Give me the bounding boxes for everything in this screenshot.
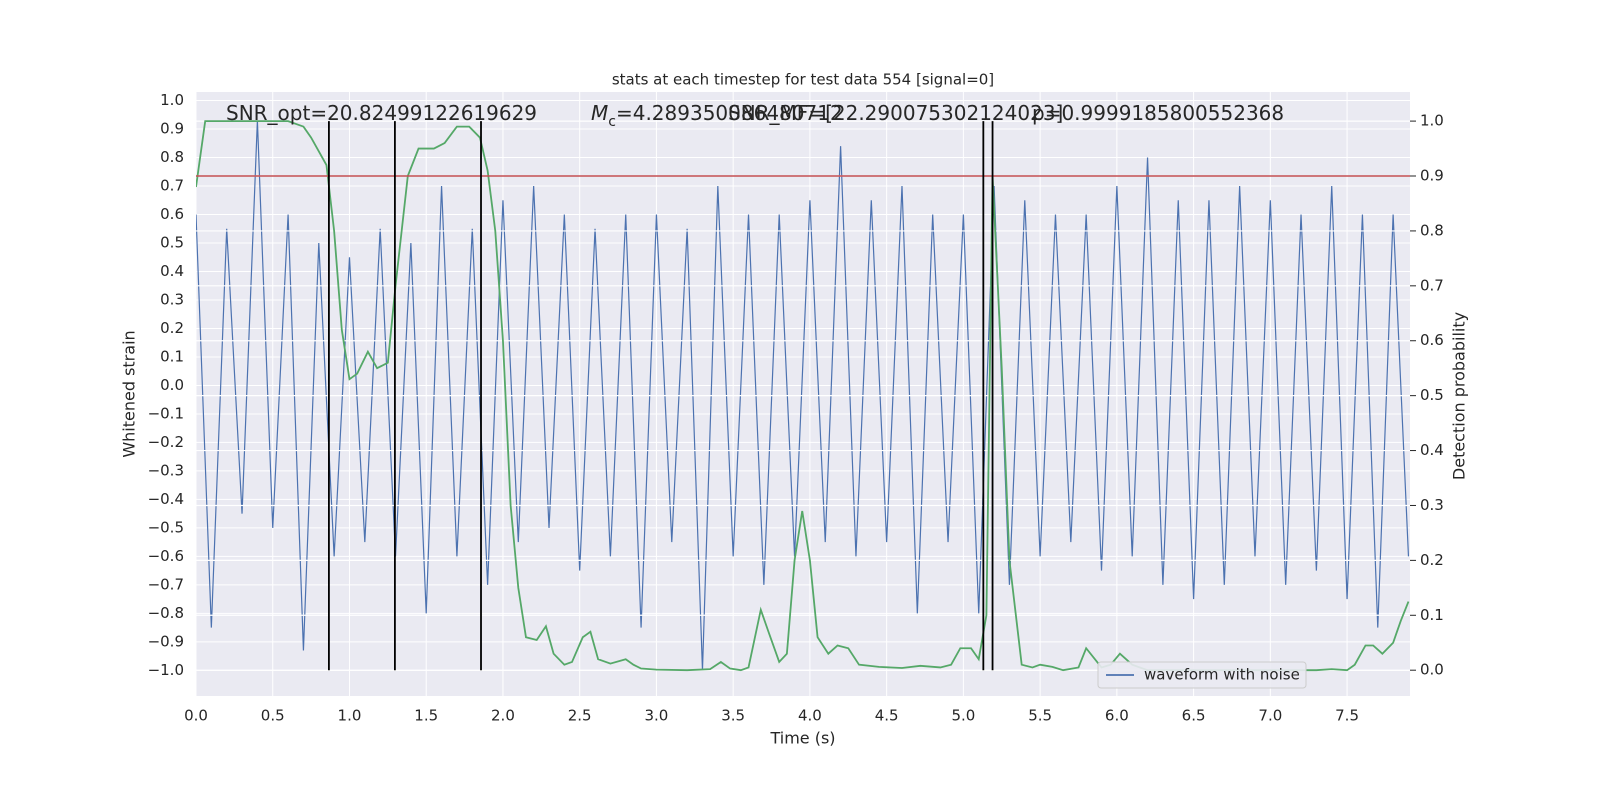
- x-tick-label: 2.0: [491, 707, 515, 725]
- labels: 0.0 0.5 1.0 1.5 2.0 2.5 3.0 3.5 4.0 4.5 5.0 5.5 6.0 6…: [148, 91, 1444, 724]
- y-tick-label: −0.8: [148, 604, 184, 622]
- y-tick-label: −0.2: [148, 433, 184, 451]
- y-tick-label: −0.5: [148, 518, 184, 536]
- y-tick-label: −0.3: [148, 461, 184, 479]
- y2-tick-label: 0.7: [1420, 276, 1444, 294]
- x-tick-label: 1.5: [414, 707, 438, 725]
- x-tick-label: 4.5: [875, 707, 899, 725]
- y-tick-label: 0.7: [160, 177, 184, 195]
- annotation-part: p=0.9999185800552368: [1032, 101, 1284, 125]
- y-tick-label: 0.9: [160, 120, 184, 138]
- annotation: SNR_MF=[22.290075302124023]: [728, 101, 1063, 125]
- y-tick-label: 0.3: [160, 290, 184, 308]
- y-tick-label: 0.5: [160, 234, 184, 252]
- y2-tick-label: 0.2: [1420, 551, 1444, 569]
- x-tick-label: 4.0: [798, 707, 822, 725]
- x-tick-label: 0.0: [184, 707, 208, 725]
- y-tick-label: 0.0: [160, 376, 184, 394]
- y-tick-label: −0.4: [148, 490, 184, 508]
- chart-title: stats at each timestep for test data 554…: [612, 71, 994, 89]
- y2-tick-label: 0.1: [1420, 606, 1444, 624]
- y-tick-label: 0.6: [160, 205, 184, 223]
- x-tick-label: 3.5: [721, 707, 745, 725]
- y-tick-label: 0.2: [160, 319, 184, 337]
- y-tick-label: 0.4: [160, 262, 184, 280]
- legend-box: [1097, 661, 1307, 689]
- annotation-part: c: [608, 114, 616, 130]
- y-tick-label: 1.0: [160, 91, 184, 109]
- y2-tick-label: 0.6: [1420, 331, 1444, 349]
- y-tick-label: −0.6: [148, 547, 184, 565]
- y2-tick-label: 1.0: [1420, 112, 1444, 130]
- x-tick-label: 6.0: [1105, 707, 1129, 725]
- x-tick-label: 5.5: [1028, 707, 1052, 725]
- y-tick-label: 0.1: [160, 347, 184, 365]
- x-tick-label: 3.0: [645, 707, 669, 725]
- annotation: SNR_opt=20.82499122619629: [226, 101, 537, 125]
- overlay: [196, 120, 1410, 672]
- annotation-part: SNR_MF=[22.290075302124023]: [728, 101, 1063, 125]
- y-tick-label: −0.9: [148, 632, 184, 650]
- x-tick-label: 7.0: [1258, 707, 1282, 725]
- y2-tick-label: 0.5: [1420, 386, 1444, 404]
- x-axis-label: Time (s): [769, 729, 835, 748]
- annotation-part: M: [591, 101, 608, 125]
- y2-tick-label: 0.3: [1420, 496, 1444, 514]
- x-tick-label: 2.5: [568, 707, 592, 725]
- y2-axis-label: Detection probability: [1450, 312, 1469, 480]
- legend-label: waveform with noise: [1144, 666, 1300, 684]
- y-tick-label: −0.1: [148, 404, 184, 422]
- y2-tick-label: 0.9: [1420, 167, 1444, 185]
- annotation: p=0.9999185800552368: [1032, 101, 1284, 125]
- data-area: [196, 120, 1410, 671]
- y-tick-label: 0.8: [160, 148, 184, 166]
- annotation: Mc=4.289350086480712: [591, 101, 843, 131]
- x-tick-label: 6.5: [1182, 707, 1206, 725]
- series-line: [196, 120, 1410, 671]
- y2-tick-label: 0.8: [1420, 221, 1444, 239]
- annotation-part: SNR_opt=20.82499122619629: [226, 101, 537, 125]
- y2-tick-label: 0.4: [1420, 441, 1444, 459]
- y-axis-label: Whitened strain: [120, 330, 139, 457]
- y-tick-label: −0.7: [148, 575, 184, 593]
- x-tick-label: 0.5: [261, 707, 285, 725]
- y-tick-label: −1.0: [148, 661, 184, 679]
- x-tick-label: 1.0: [338, 707, 362, 725]
- y2-tick-label: 0.0: [1420, 661, 1444, 679]
- annotation-part: =4.289350086480712: [616, 101, 843, 125]
- x-tick-label: 5.0: [951, 707, 975, 725]
- plot-background: [196, 92, 1410, 696]
- x-tick-label: 7.5: [1335, 707, 1359, 725]
